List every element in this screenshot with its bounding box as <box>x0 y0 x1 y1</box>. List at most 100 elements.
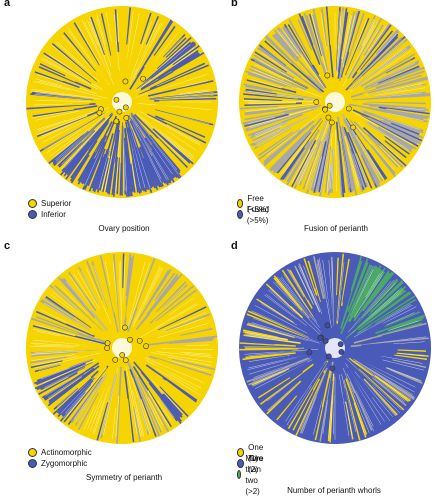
tree-branch <box>124 366 138 440</box>
tree-branch <box>30 350 91 359</box>
tree-branch <box>340 151 348 194</box>
tree-branch <box>376 29 399 55</box>
tree-branch <box>137 376 170 433</box>
tree-branch <box>153 136 186 173</box>
tree-branch <box>323 256 334 333</box>
tree-branch <box>270 35 306 72</box>
tree-branch <box>72 266 112 331</box>
tree-branch <box>32 325 108 346</box>
tree-branch <box>348 14 361 53</box>
tree-branch <box>253 375 288 398</box>
tree-branch-highlight <box>366 122 409 150</box>
panel-label-b: b <box>231 0 238 9</box>
tree-branch <box>140 49 199 90</box>
tree-branch <box>106 253 119 323</box>
tree-branch <box>345 268 389 332</box>
tree-branch <box>346 284 404 338</box>
tree-branch <box>353 121 399 168</box>
tree-branch <box>108 255 117 305</box>
tree-branch <box>65 364 111 425</box>
tree-branch <box>367 23 387 52</box>
tree-branch <box>109 163 116 196</box>
tree-branch <box>345 17 374 79</box>
tree-branch <box>389 343 431 347</box>
tree-branch <box>97 12 119 88</box>
tree-branch <box>347 259 365 306</box>
tree-branch <box>384 99 427 102</box>
tree-branch-highlight <box>300 267 320 313</box>
tree-branch-highlight <box>272 281 305 315</box>
tree-branch <box>376 43 405 68</box>
tree-branch <box>349 11 369 60</box>
tree-branch <box>123 395 128 440</box>
tree-branch <box>354 359 415 399</box>
tree-branch <box>38 372 78 395</box>
ancestral-node-marker <box>329 365 336 372</box>
tree-branch <box>96 133 114 190</box>
tree-branch-highlight <box>115 130 121 191</box>
tree-branch <box>343 119 380 188</box>
tree-branch-highlight <box>316 263 323 289</box>
tree-branch-highlight <box>137 303 199 340</box>
tree-branch <box>363 380 397 417</box>
tree-branch <box>375 333 425 343</box>
tree-branch-highlight <box>318 258 332 328</box>
tree-branch <box>358 377 394 421</box>
tree-branch <box>366 149 388 180</box>
tree-branch-highlight <box>345 401 353 436</box>
tree-branch <box>289 389 314 433</box>
tree-branch <box>139 141 163 188</box>
tree-branches <box>26 6 218 198</box>
tree-branch <box>66 150 89 181</box>
tree-branch <box>152 358 209 381</box>
tree-branch-highlight <box>34 352 101 369</box>
tree-branch <box>347 17 383 80</box>
tree-branch <box>77 18 99 58</box>
tree-branch <box>307 396 321 438</box>
tree-branch <box>289 269 313 309</box>
tree-branch <box>273 358 326 419</box>
tree-branch <box>129 273 177 338</box>
tree-branch-highlight <box>386 312 415 326</box>
tree-branch <box>367 122 412 151</box>
tree-branch <box>155 289 197 323</box>
tree-branch-highlight <box>387 112 424 122</box>
tree-branch <box>83 380 109 433</box>
tree-branch <box>330 403 334 442</box>
tree-branch-highlight <box>127 261 146 328</box>
tree-branch-highlight <box>383 306 417 324</box>
tree-branch <box>390 316 425 330</box>
ancestral-node-marker <box>122 324 128 331</box>
tree-branch <box>357 345 427 349</box>
tree-branch-highlight <box>60 377 95 414</box>
tree-branch <box>269 114 323 166</box>
tree-branch <box>251 108 321 144</box>
tree-branch <box>177 342 215 346</box>
legend-swatch <box>237 459 245 468</box>
tree-branch-highlight <box>247 116 275 124</box>
tree-branch <box>368 118 418 145</box>
tree-branch <box>355 385 381 430</box>
tree-branch-highlight <box>44 302 90 330</box>
tree-branch <box>134 297 202 341</box>
tree-branch <box>390 64 418 79</box>
tree-branch <box>132 366 172 428</box>
tree-branch <box>178 85 211 93</box>
legend-d: One (1) Two (2) More than two (>2) <box>237 443 268 496</box>
tree-branch <box>98 400 110 438</box>
tree-branch <box>370 144 396 175</box>
tree-branch <box>29 105 84 115</box>
tree-branch <box>161 393 183 418</box>
tree-branch <box>43 365 92 395</box>
ancestral-node-marker <box>325 114 332 121</box>
tree-branch <box>146 101 215 105</box>
tree-branch <box>270 375 310 417</box>
tree-branch <box>72 151 93 184</box>
tree-branch <box>298 16 315 53</box>
tree-branch <box>247 113 304 137</box>
tree-branch <box>43 369 86 396</box>
legend-c: Actinomorphic Zygomorphic <box>28 447 92 469</box>
tree-branch <box>34 366 70 381</box>
tree-branch <box>319 361 334 442</box>
tree-branch-highlight <box>333 395 335 435</box>
